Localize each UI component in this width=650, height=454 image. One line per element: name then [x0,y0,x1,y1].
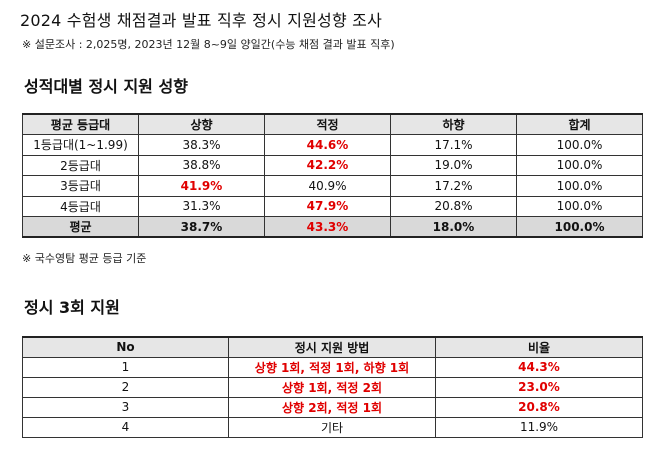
cell-total: 100.0% [516,216,643,238]
column-header-grade: 평균 등급대 [22,113,139,135]
cell-grade: 3등급대 [22,175,139,197]
cell-method: 상향 2회, 적정 1회 [228,396,436,418]
table-row: 2등급대 38.8% 42.2% 19.0% 100.0% [22,154,643,176]
cell-down: 17.1% [390,134,517,156]
footnote: ※ 국수영탐 평균 등급 기준 [22,252,147,265]
cell-grade: 2등급대 [22,154,139,176]
table-row: 2 상향 1회, 적정 2회 23.0% [22,376,643,398]
cell-up: 38.8% [138,154,265,176]
cell-ratio: 23.0% [435,376,643,398]
grade-tendency-table: 평균 등급대 상향 적정 하향 합계 1등급대(1~1.99) 38.3% 44… [22,113,643,238]
cell-fit: 43.3% [264,216,391,238]
cell-method: 상향 1회, 적정 1회, 하향 1회 [228,356,436,378]
page-title: 2024 수험생 채점결과 발표 직후 정시 지원성향 조사 [20,11,383,30]
cell-up: 41.9% [138,175,265,197]
cell-down: 20.8% [390,195,517,217]
cell-no: 2 [22,376,229,398]
table-row: 1 상향 1회, 적정 1회, 하향 1회 44.3% [22,356,643,378]
cell-ratio: 11.9% [435,416,643,438]
cell-method: 기타 [228,416,436,438]
survey-note: ※ 설문조사 : 2,025명, 2023년 12월 8~9일 양일간(수능 채… [22,38,395,51]
cell-no: 4 [22,416,229,438]
cell-grade: 1등급대(1~1.99) [22,134,139,156]
column-header-total: 합계 [516,113,643,135]
column-header-down: 하향 [390,113,517,135]
cell-up: 38.3% [138,134,265,156]
cell-method: 상향 1회, 적정 2회 [228,376,436,398]
average-row: 평균 38.7% 43.3% 18.0% 100.0% [22,216,643,238]
table-header-row: No 정시 지원 방법 비율 [22,336,643,358]
cell-fit: 44.6% [264,134,391,156]
table-header-row: 평균 등급대 상향 적정 하향 합계 [22,113,643,135]
cell-total: 100.0% [516,154,643,176]
table-row: 3 상향 2회, 적정 1회 20.8% [22,396,643,418]
cell-no: 3 [22,396,229,418]
cell-fit: 40.9% [264,175,391,197]
table-row: 4등급대 31.3% 47.9% 20.8% 100.0% [22,195,643,217]
section-title-grade-tendency: 성적대별 정시 지원 성향 [24,77,188,96]
cell-total: 100.0% [516,134,643,156]
cell-grade: 4등급대 [22,195,139,217]
three-applications-table: No 정시 지원 방법 비율 1 상향 1회, 적정 1회, 하향 1회 44.… [22,336,643,438]
cell-down: 18.0% [390,216,517,238]
cell-up: 31.3% [138,195,265,217]
cell-down: 17.2% [390,175,517,197]
cell-down: 19.0% [390,154,517,176]
cell-fit: 47.9% [264,195,391,217]
cell-ratio: 44.3% [435,356,643,378]
cell-total: 100.0% [516,195,643,217]
cell-fit: 42.2% [264,154,391,176]
section-title-three-applications: 정시 3회 지원 [24,298,120,317]
table-row: 1등급대(1~1.99) 38.3% 44.6% 17.1% 100.0% [22,134,643,156]
cell-total: 100.0% [516,175,643,197]
column-header-fit: 적정 [264,113,391,135]
cell-up: 38.7% [138,216,265,238]
cell-ratio: 20.8% [435,396,643,418]
column-header-method: 정시 지원 방법 [228,336,436,358]
table-row: 4 기타 11.9% [22,416,643,438]
column-header-up: 상향 [138,113,265,135]
table-row: 3등급대 41.9% 40.9% 17.2% 100.0% [22,175,643,197]
cell-grade: 평균 [22,216,139,238]
cell-no: 1 [22,356,229,378]
column-header-ratio: 비율 [435,336,643,358]
column-header-no: No [22,336,229,358]
